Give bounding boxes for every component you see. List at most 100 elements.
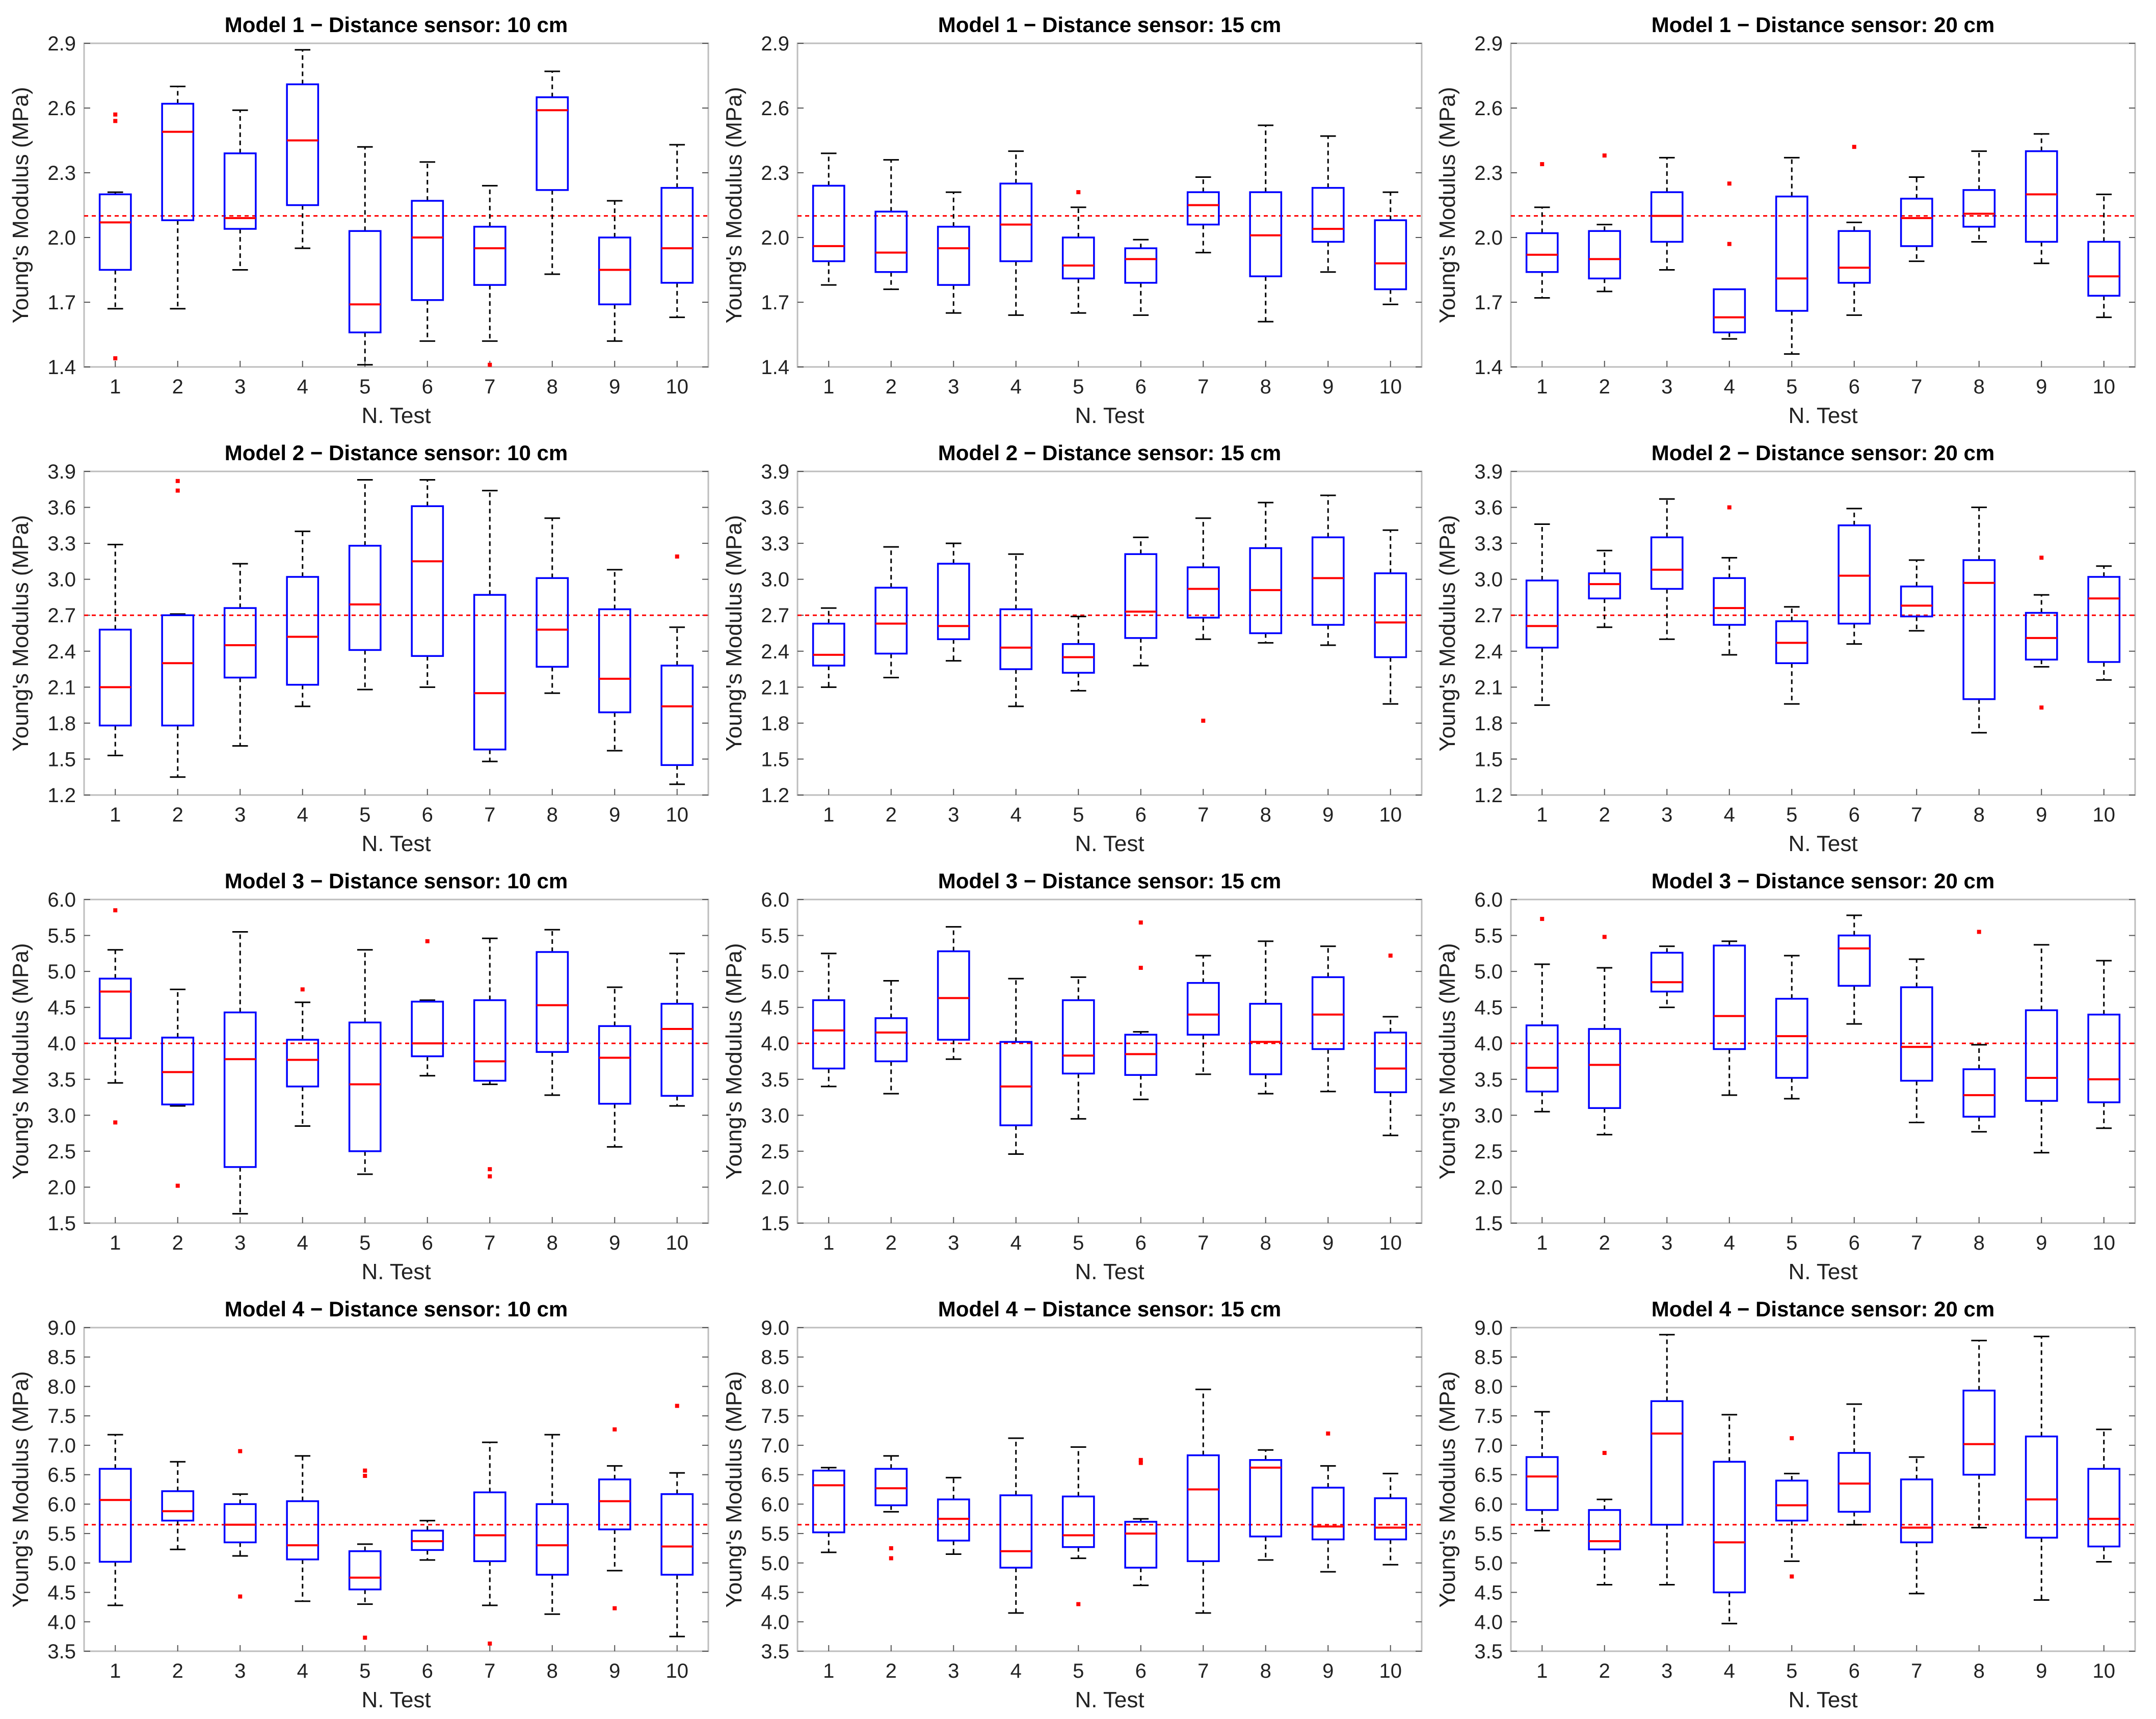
x-tick-label: 7 — [1197, 1232, 1209, 1254]
plot-frame — [796, 470, 1423, 796]
y-tick-label: 4.0 — [1474, 1611, 1503, 1633]
iqr-box — [2025, 150, 2058, 243]
box-test-8 — [1962, 930, 1996, 1133]
y-tick-label: 3.9 — [761, 461, 789, 483]
y-axis-label: Young's Modulus (MPa) — [1435, 1371, 1460, 1607]
box-test-5 — [1775, 606, 1808, 705]
x-tick-label: 1 — [1536, 1660, 1548, 1682]
iqr-box — [286, 576, 320, 686]
x-tick-label: 5 — [1073, 1232, 1084, 1254]
iqr-box — [1124, 1521, 1158, 1569]
y-axis-label: Young's Modulus (MPa) — [8, 515, 33, 751]
iqr-box — [536, 577, 569, 668]
box-test-2 — [874, 546, 908, 679]
box-test-10 — [1374, 191, 1407, 305]
box-test-1 — [1525, 917, 1559, 1113]
y-tick-label: 3.3 — [47, 533, 76, 555]
box-test-6 — [1124, 239, 1158, 316]
x-axis-label: N. Test — [361, 1687, 431, 1712]
iqr-box — [1374, 1497, 1407, 1541]
outlier-point — [113, 112, 118, 117]
y-axis-label: Young's Modulus (MPa) — [722, 87, 747, 323]
x-tick-label: 1 — [110, 1660, 121, 1682]
box-test-3 — [1650, 945, 1684, 1009]
outlier-point — [1076, 190, 1081, 195]
box-test-1 — [98, 543, 132, 756]
x-tick-label: 2 — [1599, 1660, 1610, 1682]
y-tick-label: 2.1 — [1474, 676, 1503, 699]
x-tick-label: 1 — [1536, 1232, 1548, 1254]
iqr-box — [161, 102, 195, 221]
iqr-box — [937, 1498, 970, 1542]
box-test-7 — [473, 937, 507, 1179]
x-tick-label: 10 — [666, 1232, 689, 1254]
x-tick-label: 4 — [297, 376, 308, 398]
iqr-box — [999, 1041, 1033, 1126]
outlier-point — [1602, 1450, 1607, 1455]
outlier-point — [1727, 505, 1732, 510]
box-test-4 — [286, 987, 320, 1127]
x-tick-label: 4 — [1724, 376, 1735, 398]
box-test-7 — [1900, 559, 1933, 632]
x-tick-label: 2 — [172, 376, 183, 398]
y-tick-label: 5.0 — [761, 1552, 789, 1575]
y-axis-label: Young's Modulus (MPa) — [8, 943, 33, 1179]
subplot-7: Model 3 − Distance sensor: 10 cm 1.5 2.0 2.… — [8, 869, 709, 1284]
x-tick-label: 7 — [1197, 1660, 1209, 1682]
x-tick-label: 10 — [1379, 376, 1402, 398]
chart-title: Model 1 − Distance sensor: 20 cm — [1652, 13, 1994, 37]
x-tick-label: 8 — [1260, 376, 1271, 398]
iqr-box — [1186, 982, 1220, 1036]
x-tick-label: 5 — [359, 1660, 370, 1682]
x-tick-label: 9 — [609, 1660, 620, 1682]
iqr-box — [1186, 191, 1220, 226]
x-tick-label: 1 — [823, 1232, 834, 1254]
box-test-1 — [812, 607, 845, 688]
x-tick-label: 3 — [1661, 804, 1672, 826]
y-tick-label: 7.5 — [47, 1405, 76, 1427]
box-test-1 — [1525, 1411, 1559, 1531]
iqr-box — [1061, 1495, 1095, 1548]
iqr-box — [874, 587, 908, 655]
iqr-box — [1775, 195, 1808, 312]
x-tick-label: 9 — [1322, 376, 1334, 398]
x-axis-label: N. Test — [1788, 403, 1857, 428]
y-tick-label: 2.9 — [47, 33, 76, 55]
y-tick-label: 2.5 — [1474, 1141, 1503, 1163]
outlier-point — [488, 1641, 492, 1646]
iqr-box — [286, 1500, 320, 1561]
y-tick-label: 2.1 — [47, 676, 76, 699]
iqr-box — [1311, 1487, 1345, 1541]
y-tick-label: 1.5 — [761, 748, 789, 771]
box-test-7 — [1186, 517, 1220, 723]
iqr-box — [223, 1503, 257, 1544]
outlier-point — [1138, 966, 1143, 970]
iqr-box — [1124, 247, 1158, 284]
box-test-9 — [2025, 556, 2058, 710]
y-tick-label: 3.5 — [761, 1641, 789, 1663]
iqr-box — [660, 187, 694, 284]
x-tick-label: 9 — [1322, 1232, 1334, 1254]
iqr-box — [98, 1468, 132, 1563]
subplot-11: Model 4 − Distance sensor: 15 cm 3.5 4.0 4.… — [722, 1297, 1423, 1712]
y-tick-label: 4.5 — [1474, 997, 1503, 1019]
outlier-point — [2039, 705, 2044, 710]
outlier-point — [175, 488, 180, 493]
box-test-9 — [1311, 135, 1345, 273]
y-tick-label: 2.3 — [761, 162, 789, 184]
outlier-point — [1727, 181, 1732, 186]
y-tick-label: 3.5 — [1474, 1069, 1503, 1091]
y-tick-label: 8.0 — [47, 1376, 76, 1398]
y-tick-label: 3.0 — [47, 569, 76, 591]
y-tick-label: 6.0 — [47, 889, 76, 911]
x-axis-label: N. Test — [1075, 403, 1144, 428]
x-axis-label: N. Test — [361, 403, 431, 428]
box-test-4 — [999, 1437, 1033, 1614]
x-tick-label: 4 — [1010, 804, 1022, 826]
y-axis-label: Young's Modulus (MPa) — [8, 1371, 33, 1607]
iqr-box — [536, 951, 569, 1053]
iqr-box — [2087, 1468, 2121, 1548]
y-axis-label: Young's Modulus (MPa) — [1435, 515, 1460, 751]
x-tick-label: 5 — [359, 804, 370, 826]
subplot-9: Model 3 − Distance sensor: 20 cm 1.5 2.0 2.… — [1435, 869, 2136, 1284]
